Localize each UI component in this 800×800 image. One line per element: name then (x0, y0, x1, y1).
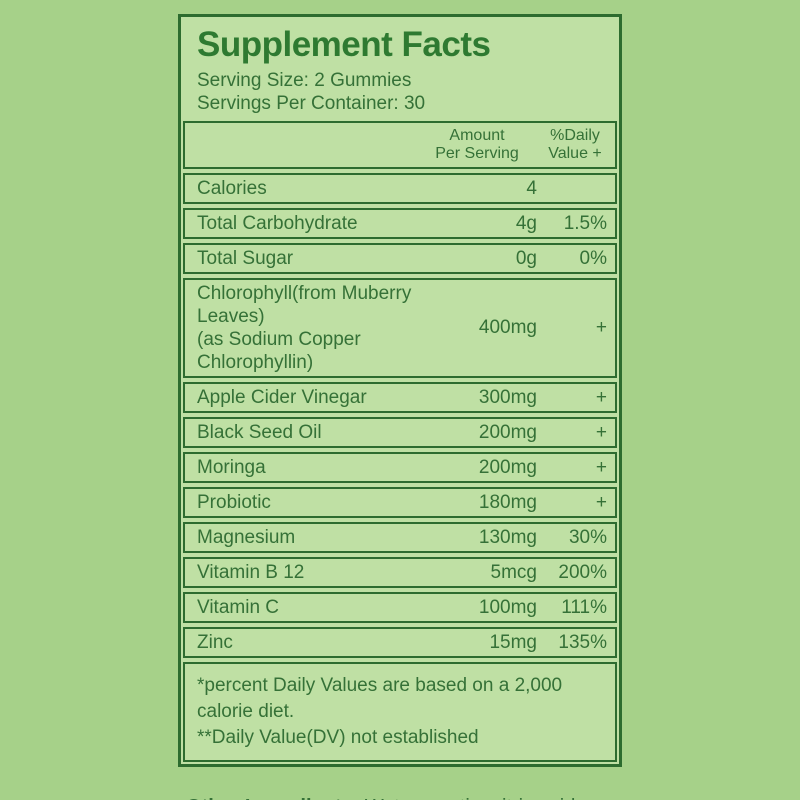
other-ingredients-label: Other Ingredients: (186, 796, 359, 800)
supplement-facts-panel: Supplement Facts Serving Size: 2 Gummies… (178, 14, 622, 768)
other-ingredients-text: Water, pectin, citric acid, natural flav… (186, 796, 581, 800)
table-row: Calories 4 (183, 173, 617, 205)
row-daily: + (595, 491, 607, 513)
table-header: Amount Per Serving %Daily Value + (183, 121, 617, 170)
row-name-line2: (as Sodium Copper Chlorophyllin) (197, 329, 361, 374)
table-row: Moringa 200mg + (183, 452, 617, 484)
row-name-line1: Probiotic (197, 492, 271, 514)
row-name-line1: Vitamin C (197, 597, 280, 619)
table-row: Black Seed Oil 200mg + (183, 417, 617, 449)
row-name: Zinc (185, 631, 417, 654)
table-row: Probiotic 180mg + (183, 487, 617, 519)
row-name-line1: Total Carbohydrate (197, 213, 358, 235)
row-daily: 111% (561, 596, 607, 618)
row-daily: 200% (558, 561, 607, 583)
row-name-line1: Moringa (197, 457, 266, 479)
row-name-line1: Black Seed Oil (197, 422, 322, 444)
table-row: Vitamin B 12 5mcg 200% (183, 557, 617, 589)
row-name-line1: Total Sugar (197, 248, 294, 270)
row-name: Black Seed Oil (185, 421, 417, 444)
row-amount: 130mg (478, 526, 537, 548)
row-amount: 4g (515, 212, 537, 234)
row-amount: 15mg (489, 631, 537, 653)
row-daily: + (595, 386, 607, 408)
row-daily: 30% (568, 526, 607, 548)
table-row: Apple Cider Vinegar 300mg + (183, 382, 617, 414)
column-header-amount-line2: Per Serving (435, 145, 519, 163)
row-name-line1: Magnesium (197, 527, 296, 549)
row-amount: 100mg (478, 596, 537, 618)
table-row: Magnesium 130mg 30% (183, 522, 617, 554)
row-name: Vitamin B 12 (185, 561, 417, 584)
row-name-line1: Vitamin B 12 (197, 562, 305, 584)
row-name: Chlorophyll(from Muberry Leaves) (as Sod… (185, 282, 417, 374)
row-daily: 135% (558, 631, 607, 653)
footnote-box: *percent Daily Values are based on a 2,0… (183, 662, 617, 763)
footnote-daily-values: *percent Daily Values are based on a 2,0… (197, 675, 563, 723)
column-header-amount-line1: Amount (449, 127, 505, 145)
table-row: Zinc 15mg 135% (183, 627, 617, 659)
row-amount: 200mg (478, 421, 537, 443)
row-name: Moringa (185, 456, 417, 479)
row-name-line1: Zinc (197, 632, 233, 654)
row-amount: 180mg (478, 491, 537, 513)
row-name: Total Carbohydrate (185, 212, 417, 235)
row-name: Total Sugar (185, 247, 417, 270)
row-amount: 0g (515, 247, 537, 269)
row-amount: 5mcg (490, 561, 537, 583)
row-name-line1: Chlorophyll(from Muberry Leaves) (197, 283, 412, 328)
title-block: Supplement Facts Serving Size: 2 Gummies… (183, 19, 617, 117)
row-name: Probiotic (185, 491, 417, 514)
column-header-amount: Amount Per Serving (417, 127, 537, 163)
row-name-line1: Apple Cider Vinegar (197, 387, 367, 409)
column-header-daily-line1: %Daily (550, 127, 600, 145)
panel-title: Supplement Facts (197, 25, 491, 64)
row-daily: 1.5% (563, 212, 607, 234)
table-row: Total Carbohydrate 4g 1.5% (183, 208, 617, 240)
column-header-daily: %Daily Value + (537, 127, 615, 163)
row-daily: 0% (579, 247, 607, 269)
column-header-daily-line2: Value + (548, 145, 602, 163)
row-name: Magnesium (185, 526, 417, 549)
row-daily: + (595, 421, 607, 443)
row-name-line1: Calories (197, 178, 267, 200)
servings-per-container: Servings Per Container: 30 (197, 93, 426, 115)
footnote-dv-not-established: **Daily Value(DV) not established (197, 727, 479, 749)
row-daily: + (595, 456, 607, 478)
row-amount: 300mg (478, 386, 537, 408)
table-row: Total Sugar 0g 0% (183, 243, 617, 275)
row-name: Calories (185, 177, 417, 200)
row-name: Vitamin C (185, 596, 417, 619)
serving-size: Serving Size: 2 Gummies (197, 70, 412, 92)
row-amount: 4 (526, 177, 537, 199)
table-row: Chlorophyll(from Muberry Leaves) (as Sod… (183, 278, 617, 379)
row-amount: 200mg (478, 456, 537, 478)
row-daily: + (595, 317, 607, 339)
row-amount: 400mg (478, 317, 537, 339)
table-row: Vitamin C 100mg 111% (183, 592, 617, 624)
other-ingredients: Other Ingredients: Water, pectin, citric… (186, 794, 628, 800)
row-name: Apple Cider Vinegar (185, 386, 417, 409)
